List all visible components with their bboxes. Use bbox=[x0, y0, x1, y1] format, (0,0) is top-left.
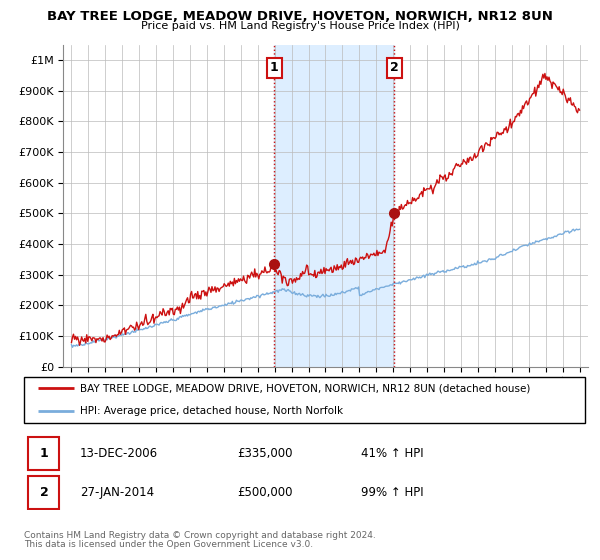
Bar bbox=[28, 437, 59, 470]
Text: 2: 2 bbox=[390, 62, 399, 74]
Text: 99% ↑ HPI: 99% ↑ HPI bbox=[361, 486, 423, 499]
Text: 13-DEC-2006: 13-DEC-2006 bbox=[80, 447, 158, 460]
Text: This data is licensed under the Open Government Licence v3.0.: This data is licensed under the Open Gov… bbox=[24, 540, 313, 549]
Text: BAY TREE LODGE, MEADOW DRIVE, HOVETON, NORWICH, NR12 8UN (detached house): BAY TREE LODGE, MEADOW DRIVE, HOVETON, N… bbox=[80, 384, 530, 393]
Bar bbox=[274, 45, 394, 367]
Text: 1: 1 bbox=[40, 447, 48, 460]
Bar bbox=[28, 476, 59, 509]
Text: £500,000: £500,000 bbox=[237, 486, 293, 499]
Text: £335,000: £335,000 bbox=[237, 447, 293, 460]
Text: 27-JAN-2014: 27-JAN-2014 bbox=[80, 486, 154, 499]
Text: Price paid vs. HM Land Registry's House Price Index (HPI): Price paid vs. HM Land Registry's House … bbox=[140, 21, 460, 31]
Text: BAY TREE LODGE, MEADOW DRIVE, HOVETON, NORWICH, NR12 8UN: BAY TREE LODGE, MEADOW DRIVE, HOVETON, N… bbox=[47, 10, 553, 23]
Text: 1: 1 bbox=[269, 62, 278, 74]
Text: Contains HM Land Registry data © Crown copyright and database right 2024.: Contains HM Land Registry data © Crown c… bbox=[24, 531, 376, 540]
Text: 2: 2 bbox=[40, 486, 48, 499]
Text: HPI: Average price, detached house, North Norfolk: HPI: Average price, detached house, Nort… bbox=[80, 407, 343, 416]
Text: 41% ↑ HPI: 41% ↑ HPI bbox=[361, 447, 423, 460]
